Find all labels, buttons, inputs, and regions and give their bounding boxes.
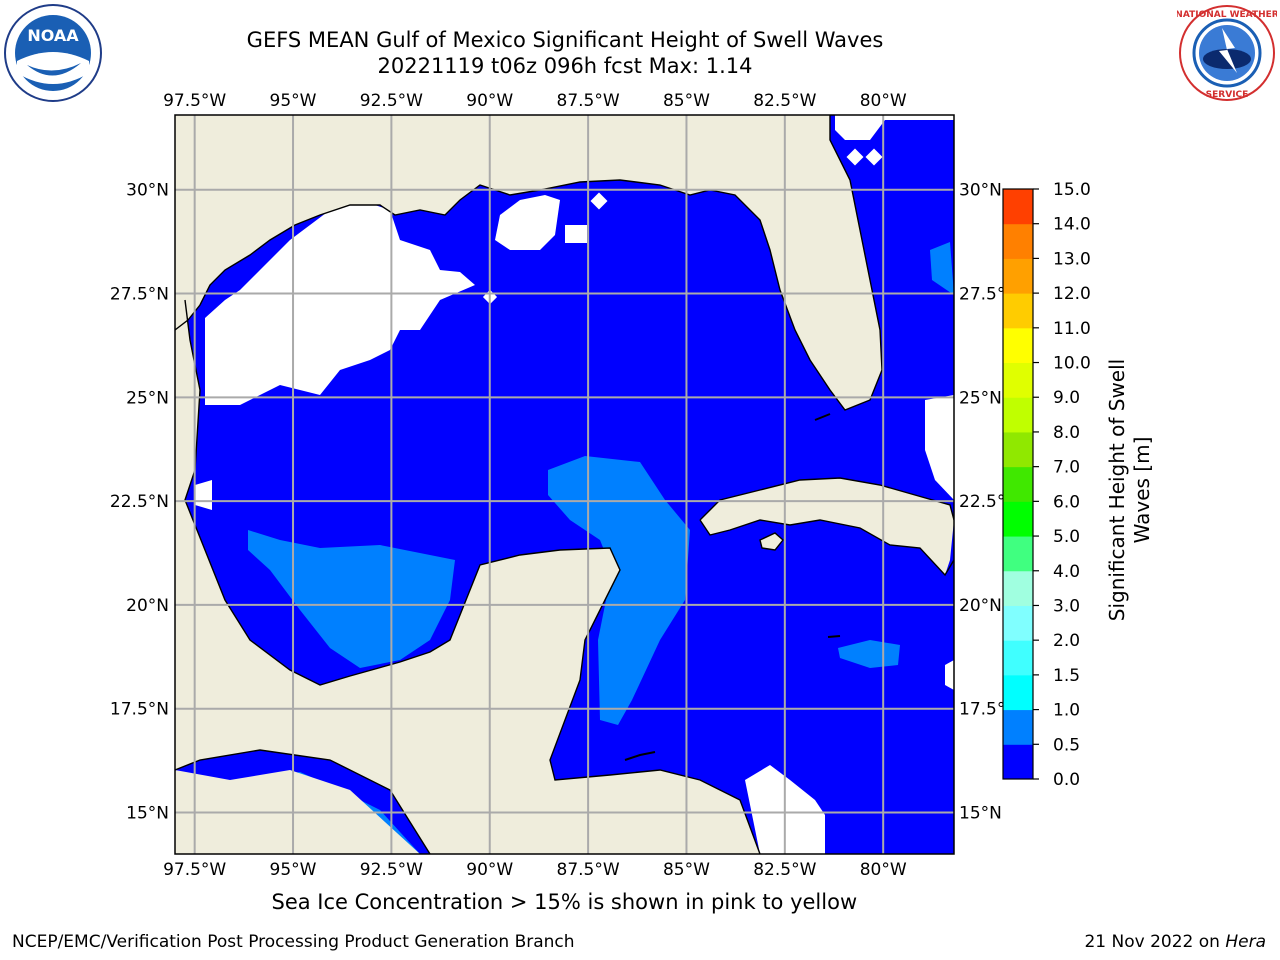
lat-label-right: 15°N [959, 803, 1002, 823]
colorbar-label-line2: Waves [m] [1130, 436, 1154, 544]
lon-label-bottom: 95°W [270, 860, 317, 880]
swell-patch-campeche [248, 530, 455, 668]
footer-date-text: 21 Nov 2022 on [1084, 932, 1226, 952]
colorbar-segment [1003, 223, 1033, 259]
lat-label-left: 22.5°N [110, 492, 169, 512]
sea-ice-caption: Sea Ice Concentration > 15% is shown in … [271, 890, 858, 914]
lat-label-left: 30°N [126, 181, 169, 201]
noaa-logo: NOAA [4, 4, 102, 102]
no-data-bahamas [925, 395, 954, 500]
colorbar-segment [1003, 640, 1033, 676]
svg-text:NATIONAL WEATHER: NATIONAL WEATHER [1177, 10, 1277, 20]
lat-label-right: 30°N [959, 181, 1002, 201]
lat-label-left: 20°N [126, 596, 169, 616]
lat-label-right: 25°N [959, 388, 1002, 408]
colorbar-tick-label: 3.0 [1053, 596, 1080, 616]
lon-label-top: 85°W [663, 91, 710, 111]
lon-label-top: 82.5°W [753, 91, 816, 111]
colorbar-tick-label: 2.0 [1053, 631, 1080, 651]
colorbar-tick-label: 11.0 [1053, 319, 1091, 339]
lon-label-top: 95°W [270, 91, 317, 111]
colorbar-segment [1003, 709, 1033, 745]
colorbar-tick-label: 14.0 [1053, 215, 1091, 235]
svg-text:SERVICE: SERVICE [1206, 90, 1249, 100]
colorbar-segment [1003, 501, 1033, 537]
colorbar-tick-label: 1.0 [1053, 701, 1080, 721]
lon-label-top: 90°W [466, 91, 513, 111]
chart-title: GEFS MEAN Gulf of Mexico Significant Hei… [246, 28, 884, 52]
swell-patch-atlantic [930, 242, 954, 295]
lat-label-right: 20°N [959, 596, 1002, 616]
colorbar-tick-label: 10.0 [1053, 354, 1091, 374]
chart-subtitle: 20221119 t06z 096h fcst Max: 1.14 [377, 54, 753, 78]
colorbar-segment [1003, 674, 1033, 711]
no-data-east [835, 115, 954, 140]
lon-label-top: 80°W [860, 91, 907, 111]
colorbar-tick-label: 12.0 [1053, 284, 1091, 304]
colorbar-tick-label: 5.0 [1053, 527, 1080, 547]
colorbar-tick-label: 9.0 [1053, 388, 1080, 408]
colorbar-segment [1003, 397, 1033, 433]
lon-label-top: 97.5°W [163, 91, 226, 111]
colorbar-segment [1003, 327, 1033, 364]
colorbar-label: Significant Height of Swell Waves [m] [1105, 325, 1155, 655]
colorbar-tick-label: 8.0 [1053, 423, 1080, 443]
colorbar-tick-label: 13.0 [1053, 249, 1091, 269]
colorbar-segment [1003, 536, 1033, 572]
colorbar-tick-label: 15.0 [1053, 180, 1091, 200]
colorbar-label-line1: Significant Height of Swell [1105, 358, 1129, 622]
lat-label-left: 17.5°N [110, 700, 169, 720]
colorbar-segment [1003, 466, 1033, 502]
colorbar-tick-label: 0.0 [1053, 770, 1080, 790]
map-gridlines [175, 115, 954, 854]
lon-label-bottom: 87.5°W [557, 860, 620, 880]
colorbar-segment [1003, 189, 1033, 225]
no-data-north-central [495, 195, 560, 250]
lat-label-left: 25°N [126, 388, 169, 408]
lon-label-bottom: 90°W [466, 860, 513, 880]
colorbar-segment [1003, 293, 1033, 329]
lon-label-bottom: 92.5°W [360, 860, 423, 880]
map-frame [174, 114, 955, 855]
lon-label-top: 92.5°W [360, 91, 423, 111]
lon-label-top: 87.5°W [557, 91, 620, 111]
land-mexico-west [175, 115, 760, 854]
colorbar-tick-label: 7.0 [1053, 458, 1080, 478]
colorbar-segment [1003, 258, 1033, 294]
colorbar-segment [1003, 431, 1033, 468]
colorbar-segment [1003, 570, 1033, 606]
colorbar-segment [1003, 744, 1033, 780]
lat-label-left: 15°N [126, 803, 169, 823]
colorbar-segment [1003, 605, 1033, 641]
colorbar-tick-label: 1.5 [1053, 666, 1080, 686]
colorbar-tick-label: 4.0 [1053, 562, 1080, 582]
footer-machine: Hera [1225, 932, 1266, 952]
swell-patch-central [548, 456, 690, 725]
land-cuba [700, 478, 954, 575]
swell-patch-caribbean [838, 640, 900, 668]
footer-date: 21 Nov 2022 on Hera [1084, 932, 1266, 952]
footer-branch: NCEP/EMC/Verification Post Processing Pr… [12, 932, 575, 952]
coastline [175, 115, 883, 411]
lon-label-bottom: 80°W [860, 860, 907, 880]
colorbar-tick-label: 6.0 [1053, 492, 1080, 512]
lon-label-bottom: 85°W [663, 860, 710, 880]
nws-logo: NATIONAL WEATHER SERVICE [1177, 5, 1277, 101]
svg-text:NOAA: NOAA [27, 26, 79, 45]
no-data-north-west [205, 200, 475, 405]
lat-label-left: 27.5°N [110, 285, 169, 305]
lon-label-bottom: 82.5°W [753, 860, 816, 880]
colorbar-segment [1003, 362, 1033, 398]
colorbar-tick-label: 0.5 [1053, 735, 1080, 755]
lon-label-bottom: 97.5°W [163, 860, 226, 880]
land-isle-of-youth [760, 533, 783, 550]
